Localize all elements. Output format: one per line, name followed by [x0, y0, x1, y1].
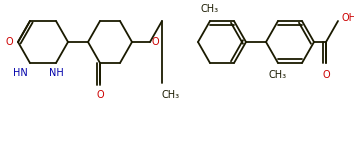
- Text: O: O: [96, 90, 104, 100]
- Text: CH₃: CH₃: [162, 90, 180, 100]
- Text: OH: OH: [341, 13, 354, 23]
- Text: NH: NH: [48, 68, 63, 78]
- Text: O: O: [152, 37, 160, 47]
- Text: O: O: [5, 37, 13, 47]
- Text: O: O: [322, 70, 330, 80]
- Text: CH₃: CH₃: [269, 70, 287, 80]
- Text: HN: HN: [13, 68, 28, 78]
- Text: CH₃: CH₃: [201, 4, 219, 14]
